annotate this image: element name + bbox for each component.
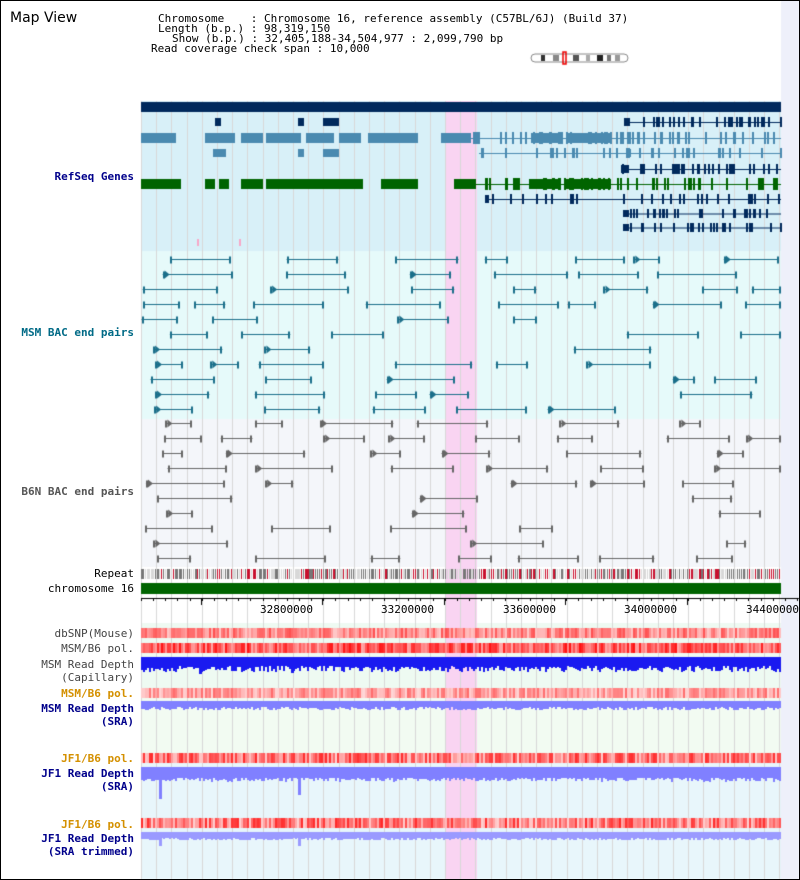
track-label-msm-read-depth-cap: MSM Read Depth bbox=[41, 658, 134, 671]
track-label-chromosome: chromosome 16 bbox=[47, 582, 134, 595]
track-label-msm-b6-pol: MSM/B6 pol. bbox=[61, 642, 134, 655]
track-label-refseq[interactable]: RefSeq Genes bbox=[54, 170, 134, 183]
track-label-dbsnp: dbSNP(Mouse) bbox=[54, 627, 134, 640]
track-label-jf1-read-depth-sra-sub: (SRA) bbox=[100, 780, 134, 793]
track-label-msm-bac[interactable]: MSM BAC end pairs bbox=[21, 326, 134, 339]
ruler-tick-label: 33600000 bbox=[503, 603, 556, 616]
ruler-tick-label: 34000000 bbox=[624, 603, 677, 616]
track-label-jf1-read-depth-sra: JF1 Read Depth bbox=[41, 767, 134, 780]
track-label-jf1-b6-pol-trim: JF1/B6 pol. bbox=[61, 818, 134, 831]
track-label-jf1-read-depth-trim: JF1 Read Depth bbox=[41, 832, 134, 845]
page-title: Map View bbox=[10, 10, 78, 26]
track-label-msm-read-depth-cap-sub: (Capillary) bbox=[61, 671, 134, 684]
ruler-tick-label: 33200000 bbox=[381, 603, 434, 616]
track-label-msm-read-depth-sra-sub: (SRA) bbox=[100, 715, 134, 728]
track-label-jf1-read-depth-trim-sub: (SRA trimmed) bbox=[47, 845, 134, 858]
ruler-tick-label: 34400000 bbox=[746, 603, 799, 616]
info-chromosome: Chromosome : Chromosome 16, reference as… bbox=[158, 12, 629, 25]
track-label-b6n-bac[interactable]: B6N BAC end pairs bbox=[21, 485, 134, 498]
track-label-msm-b6-pol-sra: MSM/B6 pol. bbox=[61, 687, 134, 700]
track-label-repeat: Repeat bbox=[94, 567, 134, 580]
info-length: Length (b.p.) : 98,319,150 bbox=[158, 22, 331, 35]
track-label-msm-read-depth-sra: MSM Read Depth bbox=[41, 702, 134, 715]
ruler-tick-label: 32800000 bbox=[260, 603, 313, 616]
info-show: Show (b.p.) : 32,405,188-34,504,977 : 2,… bbox=[172, 32, 504, 45]
info-coverage: Read coverage check span : 10,000 bbox=[151, 42, 370, 55]
track-label-jf1-b6-pol: JF1/B6 pol. bbox=[61, 752, 134, 765]
